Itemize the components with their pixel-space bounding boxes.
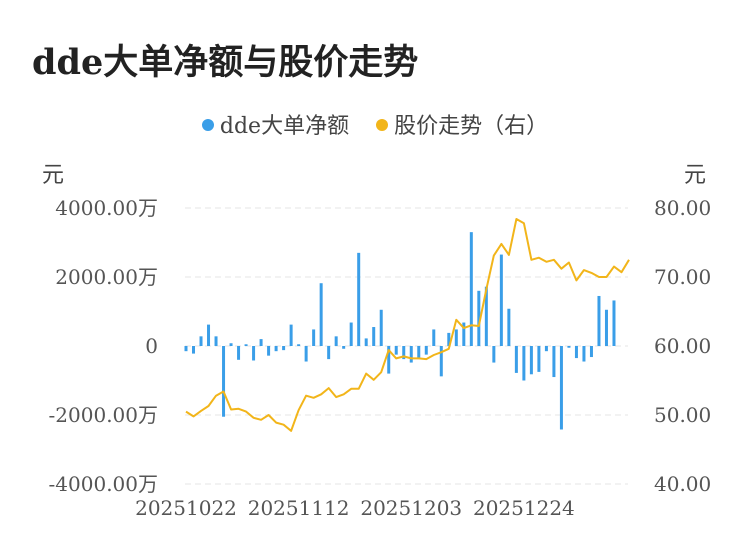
dde-bar <box>492 346 496 363</box>
dde-bar <box>312 329 316 346</box>
dde-bar <box>394 346 398 355</box>
dde-bar <box>334 336 338 346</box>
dde-bar <box>582 346 586 362</box>
dde-bar <box>274 346 278 352</box>
y-right-tick-label: 50.00 <box>654 403 711 427</box>
dde-bar <box>364 338 368 346</box>
chart-title: dde大单净额与股价走势 <box>32 42 419 83</box>
right-axis-unit: 元 <box>684 163 707 188</box>
price-line <box>185 218 630 432</box>
dde-bar <box>379 309 383 346</box>
dde-bar <box>372 327 376 346</box>
dde-bar <box>259 339 263 346</box>
dde-bar <box>507 308 511 346</box>
y-right-tick-label: 60.00 <box>654 334 711 358</box>
dde-bar <box>282 346 286 351</box>
y-right-tick-label: 40.00 <box>654 472 711 496</box>
y-right-tick-label: 80.00 <box>654 196 711 220</box>
legend-label-dde: dde大单净额 <box>219 114 350 139</box>
dde-bar <box>462 322 466 346</box>
dde-bar <box>214 336 218 346</box>
dde-bar <box>499 254 503 346</box>
dde-bar <box>319 283 323 346</box>
dde-bar <box>567 346 571 348</box>
y-left-tick-label: 4000.00万 <box>55 196 158 220</box>
dde-bar <box>229 343 233 346</box>
dde-bar <box>454 329 458 346</box>
left-axis-unit: 元 <box>42 163 65 188</box>
dde-bar <box>349 322 353 346</box>
legend-item-price[interactable]: 股价走势（右） <box>376 108 548 140</box>
y-left-tick-label: -2000.00万 <box>49 403 158 427</box>
dde-bar <box>184 346 188 352</box>
dde-bar <box>342 346 346 349</box>
dde-bar <box>387 346 391 374</box>
dde-bar <box>469 232 473 346</box>
dde-bar <box>514 346 518 373</box>
dde-bar <box>289 324 293 346</box>
legend: dde大单净额 股价走势（右） <box>0 108 750 140</box>
dde-bar <box>424 346 428 355</box>
dde-bar <box>297 344 301 346</box>
dde-bar <box>199 336 203 346</box>
x-tick-label: 20251203 <box>360 496 462 520</box>
x-tick-label: 20251022 <box>135 496 237 520</box>
x-tick-label: 20251224 <box>473 496 575 520</box>
dde-bar <box>244 344 248 346</box>
legend-marker-dde <box>201 119 214 131</box>
y-left-tick-label: -4000.00万 <box>49 472 158 496</box>
dde-bar <box>207 324 211 346</box>
dde-bar <box>192 346 196 354</box>
legend-label-price: 股价走势（右） <box>394 114 549 139</box>
dde-bar <box>537 346 541 372</box>
y-left-tick-label: 2000.00万 <box>55 265 158 289</box>
dde-bar <box>237 346 241 360</box>
dde-bar <box>477 290 481 346</box>
dde-bar <box>252 346 256 361</box>
dde-bar <box>327 346 331 360</box>
dde-bar <box>604 309 608 346</box>
dde-bar <box>409 346 413 363</box>
dde-bar <box>267 346 271 356</box>
dde-bar <box>529 346 533 375</box>
dde-bar <box>357 252 361 346</box>
dde-bar <box>402 346 406 360</box>
dde-bar <box>612 300 616 346</box>
dde-bar <box>589 346 593 358</box>
dde-bar <box>304 346 308 362</box>
dde-bar <box>574 346 578 359</box>
dde-bar <box>484 286 488 346</box>
dde-bar <box>597 295 601 346</box>
legend-item-dde[interactable]: dde大单净额 <box>201 108 350 140</box>
dde-bar <box>552 346 556 378</box>
y-left-tick-label: 0 <box>145 334 158 358</box>
dde-bar <box>522 346 526 381</box>
y-right-tick-label: 70.00 <box>654 265 711 289</box>
dde-bar <box>559 346 563 430</box>
dde-bar <box>417 346 421 360</box>
x-tick-label: 20251112 <box>248 496 350 520</box>
dde-bar <box>222 346 226 417</box>
dde-bar <box>439 346 443 377</box>
dde-bar <box>432 329 436 346</box>
dde-bar <box>544 346 548 352</box>
dde-bar <box>447 332 451 346</box>
legend-marker-price <box>376 119 389 131</box>
